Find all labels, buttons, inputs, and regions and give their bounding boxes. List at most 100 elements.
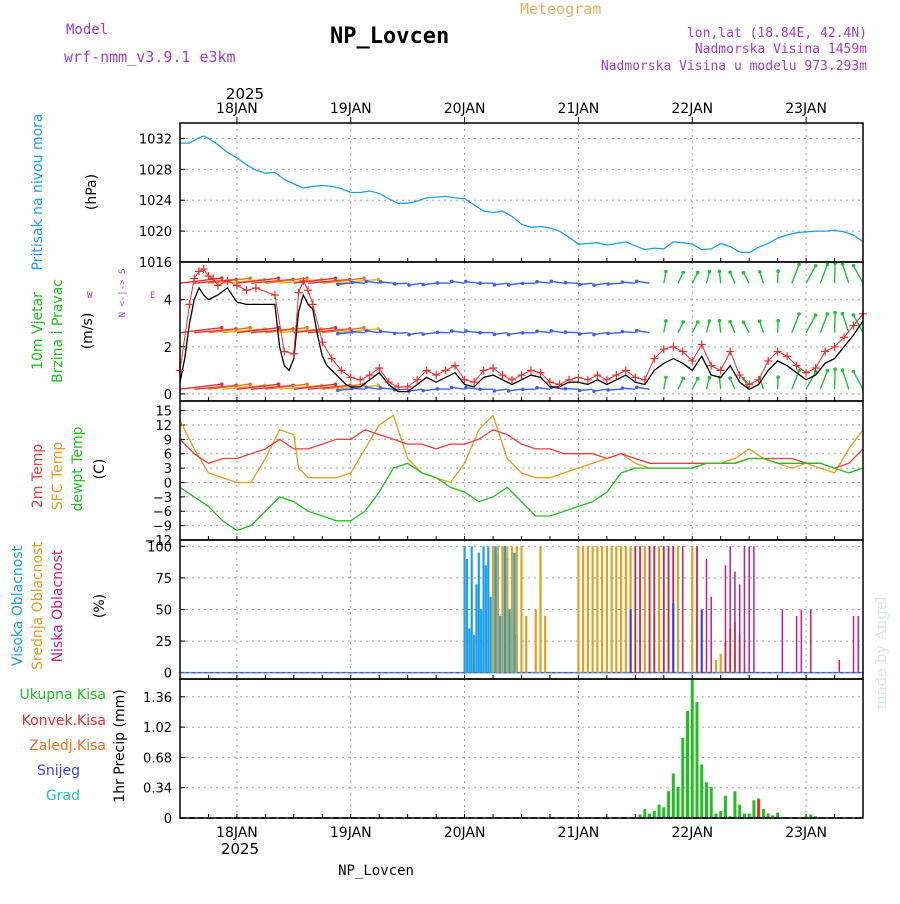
- wind-vector-head-high: [852, 264, 856, 268]
- wind-vector-head-high: [379, 280, 383, 284]
- compass-w: W: [87, 291, 93, 301]
- cloud-bar-low: [649, 546, 651, 672]
- ytick-label-wind: 2: [164, 341, 172, 356]
- cloud-bar-high: [466, 559, 468, 673]
- xtick-label-top: 21JAN: [558, 101, 600, 117]
- cloud-bar-mid: [492, 546, 494, 672]
- wind-vector-head-low: [507, 389, 511, 393]
- wind-vector-head-high: [464, 280, 468, 284]
- wind-vector-head-high: [742, 271, 746, 275]
- wind-vector-head-high: [334, 276, 338, 280]
- wind-vector-head-high: [826, 263, 830, 267]
- ytick-label-pressure: 1016: [139, 256, 172, 271]
- wind-vector-head-high: [277, 276, 281, 280]
- wind-vector-head-low: [681, 377, 685, 381]
- ytick-label-temperature: −9: [153, 520, 172, 535]
- wind-vector-head-mid: [248, 326, 252, 330]
- temp-side-label-3: dewpt Temp: [70, 426, 86, 511]
- wind-vector-head-low: [635, 385, 639, 389]
- precip-bar-total: [691, 680, 694, 818]
- wind-vector-head-mid: [833, 311, 837, 315]
- wind-vector-head-high: [407, 283, 411, 287]
- ytick-label-clouds: 25: [155, 635, 172, 650]
- wind-vector-head-mid: [621, 330, 625, 334]
- wind-vector-head-mid: [521, 331, 525, 335]
- cloud-bar-high: [487, 546, 489, 672]
- ytick-label-precip: 1.36: [143, 691, 172, 706]
- xtick-label-bottom: 20JAN: [444, 825, 486, 841]
- wind-vector-head-mid: [664, 319, 668, 323]
- cloud-side-label-3: Niska Oblacnost: [50, 549, 66, 662]
- precip-bar-total: [681, 738, 684, 818]
- wind-vector-head-low: [696, 377, 700, 381]
- wind-vector-head-mid: [797, 312, 801, 316]
- cloud-bar-low: [639, 546, 641, 672]
- ytick-label-precip: 0.34: [143, 782, 172, 797]
- ytick-label-precip: 1.02: [143, 721, 172, 736]
- wind-vector-head-mid: [407, 333, 411, 337]
- cloud-bar-mid: [539, 546, 541, 672]
- cloud-bar-mid: [596, 546, 598, 672]
- cloud-bar-low: [810, 610, 812, 673]
- pressure-ylabel: (hPa): [84, 174, 100, 210]
- wind-vector-high: [565, 283, 578, 284]
- wind-vector-high: [835, 263, 836, 283]
- cloud-bar-mid: [620, 546, 622, 672]
- wind-vector-mid: [565, 332, 578, 333]
- wind-vector-high: [608, 283, 621, 284]
- wind-vector-head-low: [564, 387, 568, 391]
- ytick-label-temperature: 3: [164, 462, 172, 477]
- cloud-bar-mid: [520, 546, 522, 672]
- cloud-bar-mid: [511, 546, 513, 672]
- wind-vector-head-high: [728, 270, 732, 274]
- wind-ylabel: (m/s): [80, 313, 96, 350]
- wind-vector-head-low: [797, 369, 801, 373]
- ytick-label-clouds: 0: [164, 667, 172, 682]
- cloud-bar-snow: [672, 603, 674, 673]
- wind-vector-head-low: [841, 368, 845, 372]
- cloud-bar-mid: [516, 546, 518, 672]
- cloud-bar-low: [739, 584, 741, 672]
- wind-vector-head-low: [833, 367, 837, 371]
- wind-vector-head-high: [305, 276, 309, 280]
- wind-vector-head-high: [362, 276, 366, 280]
- wind-vector-high: [352, 282, 365, 283]
- wind-vector-head-mid: [814, 313, 818, 317]
- wind-vector-head-low: [621, 386, 625, 390]
- wind-vector-head-mid: [464, 329, 468, 333]
- xtick-label-bottom: 23JAN: [785, 825, 827, 841]
- cloud-bar-high: [485, 565, 487, 672]
- model-elevation-label: Nadmorska Visina u modelu 973.293m: [601, 59, 867, 74]
- station-title: NP_Lovcen: [330, 24, 449, 49]
- xtick-label-top: 22JAN: [671, 101, 713, 117]
- wind-vector-head-mid: [606, 332, 610, 336]
- wind-vector-head-high: [421, 283, 425, 287]
- ytick-label-precip: 0.68: [143, 751, 172, 766]
- ytick-label-temperature: 0: [164, 476, 172, 491]
- precip-legend-conv: Konvek.Kisa: [22, 713, 106, 729]
- precip-bar-total: [677, 787, 680, 818]
- wind-vector-head-high: [664, 270, 668, 274]
- wind-vector-head-mid: [564, 330, 568, 334]
- cloud-side-label-2: Srednja Oblacnost: [30, 542, 46, 670]
- wind-vector-head-low: [436, 387, 440, 391]
- wind-vector-head-high: [758, 270, 762, 274]
- wind-vector-head-low: [521, 388, 525, 392]
- wind-vector-head-low: [493, 389, 497, 393]
- wind-vector-head-high: [550, 280, 554, 284]
- wind-vector-head-high: [776, 269, 780, 273]
- wind-vector-head-mid: [379, 330, 383, 334]
- ytick-label-precip: 0: [164, 812, 172, 827]
- wind-vector-head-high: [718, 269, 722, 273]
- wind-vector-head-low: [478, 387, 482, 391]
- xtick-label-top: 20JAN: [444, 101, 486, 117]
- wind-vector-head-mid: [365, 329, 369, 333]
- wind-vector-head-high: [635, 279, 639, 283]
- xtick-label-top: 23JAN: [785, 101, 827, 117]
- wind-vector-head-high: [220, 276, 224, 280]
- ytick-label-clouds: 50: [155, 604, 172, 619]
- cloud-bar-low: [668, 546, 670, 672]
- cloud-bar-mid: [601, 546, 603, 672]
- precip-bar-total: [667, 791, 670, 818]
- ytick-label-temperature: 9: [164, 433, 172, 448]
